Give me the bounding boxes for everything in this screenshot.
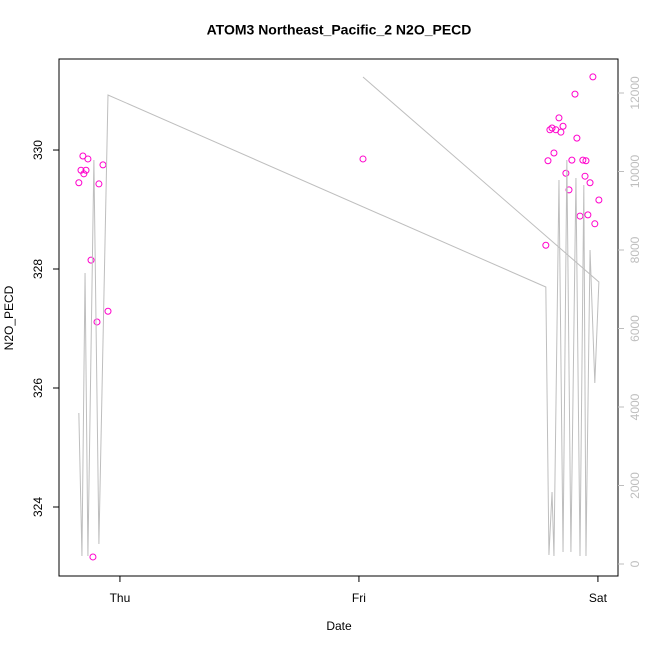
data-point (573, 134, 581, 142)
y2-tick-label: 6000 (628, 315, 642, 342)
data-point (565, 186, 573, 194)
data-point (557, 128, 565, 136)
data-point (75, 179, 83, 187)
data-point (550, 149, 558, 157)
data-point (576, 212, 584, 220)
data-point (359, 155, 367, 163)
y-axis-label: N2O_PECD (2, 285, 16, 350)
data-point (93, 318, 101, 326)
y2-tick-label: 2000 (628, 472, 642, 499)
data-point (591, 220, 599, 228)
data-point (84, 155, 92, 163)
data-point (95, 180, 103, 188)
data-point (562, 169, 570, 177)
y2-tick-label: 10000 (628, 154, 642, 188)
data-point (571, 90, 579, 98)
data-point (82, 166, 90, 174)
data-point (544, 157, 552, 165)
data-point (99, 161, 107, 169)
data-point (595, 196, 603, 204)
data-point (581, 172, 589, 180)
x-tick-label: Sat (589, 591, 608, 605)
data-point (579, 156, 587, 164)
y-tick-label: 328 (31, 259, 45, 279)
data-point (104, 307, 112, 315)
data-point (584, 211, 592, 219)
data-point (80, 170, 88, 178)
data-point (568, 156, 576, 164)
y-tick-label: 330 (31, 140, 45, 160)
y2-tick-label: 8000 (628, 236, 642, 263)
data-point (87, 256, 95, 264)
data-point (548, 124, 556, 132)
altitude-line (78, 76, 600, 556)
y2-tick-label: 4000 (628, 393, 642, 420)
data-point (589, 73, 597, 81)
data-point (79, 152, 87, 160)
x-tick-label: Fri (352, 591, 366, 605)
data-point (89, 553, 97, 561)
data-point (582, 157, 590, 165)
data-point (559, 122, 567, 130)
x-tick-label: Thu (110, 591, 131, 605)
y-tick-label: 324 (31, 497, 45, 517)
data-point (586, 179, 594, 187)
plot-frame (58, 58, 619, 577)
x-axis-label: Date (326, 619, 352, 633)
y2-tick-label: 12000 (628, 76, 642, 110)
y-tick-label: 326 (31, 378, 45, 398)
data-point (542, 241, 550, 249)
data-point (555, 114, 563, 122)
y2-tick-label: 0 (628, 560, 642, 567)
chart-title: ATOM3 Northeast_Pacific_2 N2O_PECD (207, 22, 472, 38)
